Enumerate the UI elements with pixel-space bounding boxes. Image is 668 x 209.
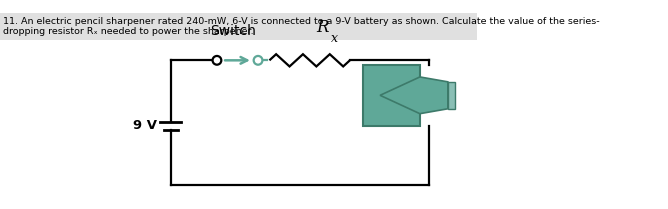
Bar [0,13,477,40]
Text: R: R [317,19,329,36]
Bar [448,82,455,109]
Circle shape [213,57,220,64]
Text: 11. An electric pencil sharpener rated 240-mW, 6-V is connected to a 9-V battery: 11. An electric pencil sharpener rated 2… [3,17,600,25]
Text: Switch: Switch [210,24,256,38]
Polygon shape [380,77,448,114]
Text: 9 V: 9 V [132,119,156,133]
Text: dropping resistor Rₓ needed to power the sharpener.: dropping resistor Rₓ needed to power the… [3,27,254,36]
Text: x: x [331,32,337,45]
Circle shape [255,57,262,64]
Bar [363,65,420,126]
